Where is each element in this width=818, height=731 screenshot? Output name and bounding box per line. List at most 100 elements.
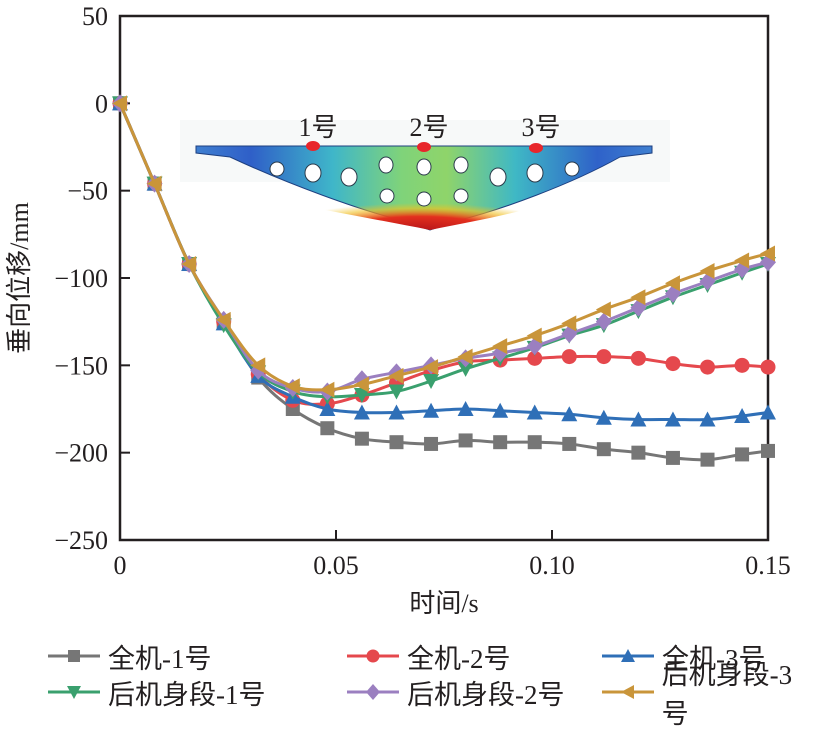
data-point bbox=[630, 350, 646, 366]
legend: 全机-1号 全机-2号 全机-3号后机身段-1号 后机身段-2号 后机身段-3号 bbox=[0, 634, 818, 729]
series-line bbox=[118, 102, 769, 399]
data-point bbox=[631, 445, 646, 460]
data-point bbox=[595, 312, 612, 331]
inset-point-marker bbox=[529, 143, 543, 153]
y-tick-label: 0 bbox=[95, 89, 108, 118]
series-6 bbox=[112, 95, 775, 398]
data-point bbox=[760, 359, 776, 375]
data-point bbox=[665, 450, 680, 465]
data-point bbox=[664, 411, 681, 427]
data-point bbox=[562, 436, 577, 451]
data-point bbox=[423, 359, 439, 376]
data-point bbox=[423, 402, 440, 418]
legend-item: 后机身段-3号 bbox=[600, 660, 818, 729]
data-point bbox=[388, 404, 405, 420]
data-point bbox=[423, 374, 440, 390]
data-point bbox=[526, 327, 542, 344]
data-point bbox=[353, 376, 369, 393]
legend-marker-icon bbox=[48, 686, 100, 699]
x-tick-label: 0.10 bbox=[529, 551, 575, 580]
data-point bbox=[492, 338, 508, 355]
data-point bbox=[561, 406, 578, 422]
y-tick-label: 50 bbox=[82, 2, 108, 31]
data-point bbox=[595, 301, 611, 318]
data-point bbox=[388, 367, 404, 384]
data-point bbox=[700, 452, 715, 467]
data-point bbox=[761, 443, 775, 458]
data-point bbox=[561, 349, 577, 365]
inset-point-marker bbox=[306, 141, 320, 151]
data-point bbox=[734, 357, 750, 373]
data-point bbox=[388, 384, 405, 400]
legend-label: 全机-2号 bbox=[407, 643, 511, 674]
data-point bbox=[700, 359, 716, 375]
legend-item: 全机-2号 bbox=[345, 638, 511, 674]
y-tick-label: −200 bbox=[54, 439, 108, 468]
inset-point-label: 3号 bbox=[521, 113, 560, 142]
data-point bbox=[353, 388, 370, 404]
data-point bbox=[664, 275, 680, 292]
data-point bbox=[665, 356, 681, 372]
data-point bbox=[284, 378, 300, 395]
data-point bbox=[760, 245, 775, 262]
data-point bbox=[320, 421, 335, 436]
x-tick-label: 0.05 bbox=[313, 551, 359, 580]
data-point bbox=[596, 442, 611, 457]
legend-label: 全机-3号 bbox=[662, 643, 766, 674]
inset-point-label: 2号 bbox=[409, 113, 448, 142]
inset-point-marker bbox=[417, 142, 431, 152]
y-tick-label: −100 bbox=[54, 264, 108, 293]
legend-label: 后机身段-1号 bbox=[108, 679, 266, 710]
inset-point-label: 1号 bbox=[298, 113, 337, 142]
data-point bbox=[492, 402, 509, 418]
data-point bbox=[389, 435, 404, 450]
legend-item: 全机-3号 bbox=[600, 638, 766, 674]
x-tick-label: 0 bbox=[114, 551, 127, 580]
data-point bbox=[527, 350, 543, 366]
data-point bbox=[699, 411, 716, 427]
data-point bbox=[354, 431, 369, 446]
data-point bbox=[596, 349, 612, 365]
data-point bbox=[146, 175, 162, 192]
legend-label: 后机身段-2号 bbox=[407, 679, 565, 710]
data-point bbox=[424, 436, 439, 451]
x-tick-label: 0.15 bbox=[745, 551, 791, 580]
data-point bbox=[735, 447, 750, 462]
y-tick-label: −150 bbox=[54, 351, 108, 380]
data-point bbox=[760, 404, 776, 420]
legend-label: 后机身段-3号 bbox=[661, 660, 793, 729]
legend-item: 后机身段-1号 bbox=[46, 674, 266, 710]
data-point bbox=[630, 411, 647, 427]
data-point bbox=[181, 256, 197, 273]
data-point bbox=[319, 401, 336, 416]
inset-contour-image: 1号 2号 3号 bbox=[180, 113, 670, 231]
data-point bbox=[699, 263, 715, 280]
data-point bbox=[630, 289, 646, 306]
y-tick-label: −50 bbox=[67, 177, 108, 206]
legend-marker-icon bbox=[347, 684, 399, 700]
y-axis-title: 垂向位移/mm bbox=[5, 202, 34, 354]
data-point bbox=[319, 381, 335, 398]
data-point bbox=[457, 401, 474, 416]
legend-marker-icon bbox=[602, 649, 654, 662]
data-point bbox=[215, 311, 231, 328]
legend-item: 后机身段-2号 bbox=[345, 674, 565, 710]
legend-marker-icon bbox=[602, 685, 654, 699]
data-point bbox=[353, 404, 370, 420]
legend-label: 全机-1号 bbox=[108, 643, 212, 674]
data-point bbox=[734, 252, 750, 269]
data-point bbox=[458, 433, 473, 448]
legend-marker-icon bbox=[347, 649, 399, 663]
data-point bbox=[526, 404, 543, 420]
data-point bbox=[457, 361, 474, 377]
legend-marker-icon bbox=[48, 650, 100, 662]
data-point bbox=[112, 95, 127, 112]
legend-item: 全机-1号 bbox=[46, 638, 212, 674]
data-point bbox=[250, 357, 266, 374]
series-layer bbox=[112, 94, 776, 467]
x-axis-title: 时间/s bbox=[409, 589, 478, 618]
data-point bbox=[457, 348, 473, 365]
data-point bbox=[595, 409, 612, 425]
y-tick-label: −250 bbox=[54, 526, 108, 555]
